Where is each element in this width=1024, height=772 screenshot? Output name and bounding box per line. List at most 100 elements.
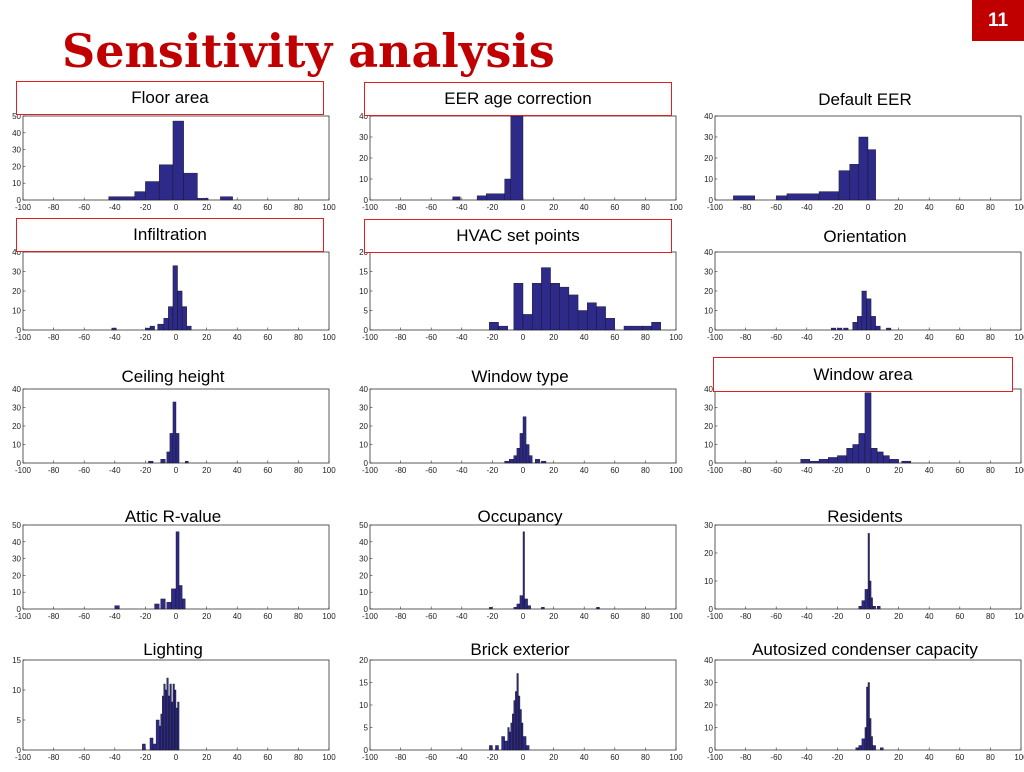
- histogram-bar: [114, 605, 120, 610]
- x-tick-label: 100: [1014, 466, 1024, 475]
- histogram-panel-floor-area: -100 -80 -60 -40 -20 0 20 40 60 80 100 0 10 20 30 40 50 F…: [12, 81, 345, 222]
- y-tick-label: 40: [704, 248, 713, 257]
- x-tick-label: -20: [140, 333, 152, 342]
- y-tick-label: 40: [359, 112, 368, 121]
- histogram-panel-window-type: -100 -80 -60 -40 -20 0 20 40 60 80 100 0 10 20 30 40 Win…: [359, 367, 692, 485]
- histogram-title: Default EER: [818, 90, 912, 109]
- y-tick-label: 20: [12, 571, 21, 580]
- histogram-bar: [174, 689, 177, 751]
- histogram-bar: [510, 115, 524, 201]
- y-tick-label: 30: [359, 404, 368, 413]
- histogram-bar: [559, 286, 570, 331]
- histogram-bar: [864, 392, 872, 464]
- x-tick-label: 100: [1014, 203, 1024, 212]
- x-tick-label: -60: [78, 333, 90, 342]
- y-tick-label: 50: [12, 112, 21, 121]
- histogram-bar: [870, 597, 873, 610]
- x-tick-label: 60: [610, 466, 619, 475]
- x-tick-label: 100: [322, 466, 336, 475]
- y-tick-label: 30: [359, 133, 368, 142]
- histogram-bar: [568, 294, 579, 331]
- x-tick-label: 100: [1014, 753, 1024, 762]
- x-tick-label: 40: [925, 753, 934, 762]
- histogram-bar: [163, 318, 169, 331]
- y-tick-label: 20: [704, 549, 713, 558]
- y-tick-label: 20: [704, 701, 713, 710]
- histogram-title: Occupancy: [477, 507, 563, 526]
- x-tick-label: -40: [456, 333, 468, 342]
- histogram-bar: [134, 191, 146, 201]
- y-tick-label: 30: [12, 404, 21, 413]
- x-tick-label: 60: [955, 203, 964, 212]
- x-tick-label: -60: [425, 333, 437, 342]
- x-tick-label: -80: [48, 333, 60, 342]
- x-tick-label: -40: [801, 612, 813, 621]
- x-tick-label: -20: [140, 753, 152, 762]
- histogram-title: Brick exterior: [470, 640, 570, 659]
- x-tick-label: -40: [109, 612, 121, 621]
- histogram-panel-window-area: -100 -80 -60 -40 -20 0 20 40 60 80 100 0 10 20 30 40 Win…: [704, 357, 1024, 485]
- histogram-panel-residents: -100 -80 -60 -40 -20 0 20 40 60 80 100 0 10 20 30 Resid…: [704, 507, 1024, 631]
- y-tick-label: 20: [359, 422, 368, 431]
- histogram-bar: [843, 327, 849, 331]
- y-tick-label: 10: [12, 307, 21, 316]
- histogram-title: Window type: [471, 367, 569, 386]
- y-tick-label: 0: [364, 459, 369, 468]
- x-tick-label: 60: [610, 753, 619, 762]
- y-tick-label: 30: [12, 146, 21, 155]
- histogram-bar: [177, 701, 180, 751]
- histogram-chart: -100 -80 -60 -40 -20 0 20 40 60 80 100 0 10 20 30 40: [704, 112, 1024, 212]
- y-tick-label: 40: [12, 248, 21, 257]
- histogram-bar: [531, 283, 542, 331]
- histogram-bar: [149, 325, 155, 331]
- histogram-bar: [869, 580, 872, 610]
- y-tick-label: 10: [704, 307, 713, 316]
- x-tick-label: -20: [140, 466, 152, 475]
- x-tick-label: -100: [362, 612, 379, 621]
- x-tick-label: 60: [263, 753, 272, 762]
- histogram-bar: [501, 736, 505, 751]
- x-tick-label: 0: [174, 333, 179, 342]
- histogram-bar: [510, 722, 513, 751]
- histogram-bar: [152, 743, 157, 751]
- x-tick-label: -80: [740, 203, 752, 212]
- x-tick-label: -100: [15, 612, 32, 621]
- histogram-chart: -100 -80 -60 -40 -20 0 20 40 60 80 100 0 10 20 30 40 50: [12, 112, 336, 212]
- histogram-bar: [858, 745, 863, 751]
- x-tick-label: 40: [233, 612, 242, 621]
- x-tick-label: -20: [832, 333, 844, 342]
- x-tick-label: 60: [955, 612, 964, 621]
- x-tick-label: -80: [395, 333, 407, 342]
- y-tick-label: 20: [704, 154, 713, 163]
- histogram-bar: [864, 727, 867, 751]
- histogram-bar: [513, 455, 518, 464]
- histogram-bar: [519, 433, 524, 464]
- histogram-bar: [172, 401, 177, 464]
- x-tick-label: 100: [669, 333, 683, 342]
- y-tick-label: 40: [12, 129, 21, 138]
- histogram-bar: [168, 695, 171, 751]
- x-tick-label: 100: [322, 203, 336, 212]
- histogram-bar: [155, 719, 160, 751]
- histogram-bar: [166, 602, 172, 610]
- x-tick-label: -20: [832, 753, 844, 762]
- histogram-title: Ceiling height: [121, 367, 225, 386]
- slide-title: Sensitivity analysis: [62, 24, 555, 78]
- x-tick-label: -40: [109, 466, 121, 475]
- y-tick-label: 15: [12, 656, 21, 665]
- x-tick-label: 0: [866, 612, 871, 621]
- histogram-title: EER age correction: [444, 89, 592, 108]
- histogram-bar: [872, 605, 876, 610]
- histogram-bar: [527, 605, 531, 610]
- histogram-bar: [145, 327, 151, 331]
- histogram-bar: [870, 316, 876, 331]
- x-tick-label: -20: [832, 612, 844, 621]
- x-tick-label: 0: [866, 753, 871, 762]
- highlight-box: HVAC set points: [364, 219, 672, 253]
- x-tick-label: -20: [487, 466, 499, 475]
- histogram-bar: [786, 193, 820, 201]
- y-tick-label: 20: [704, 422, 713, 431]
- highlight-box: Floor area: [16, 81, 324, 115]
- histogram-bar: [867, 149, 876, 201]
- histogram-bar: [172, 265, 178, 331]
